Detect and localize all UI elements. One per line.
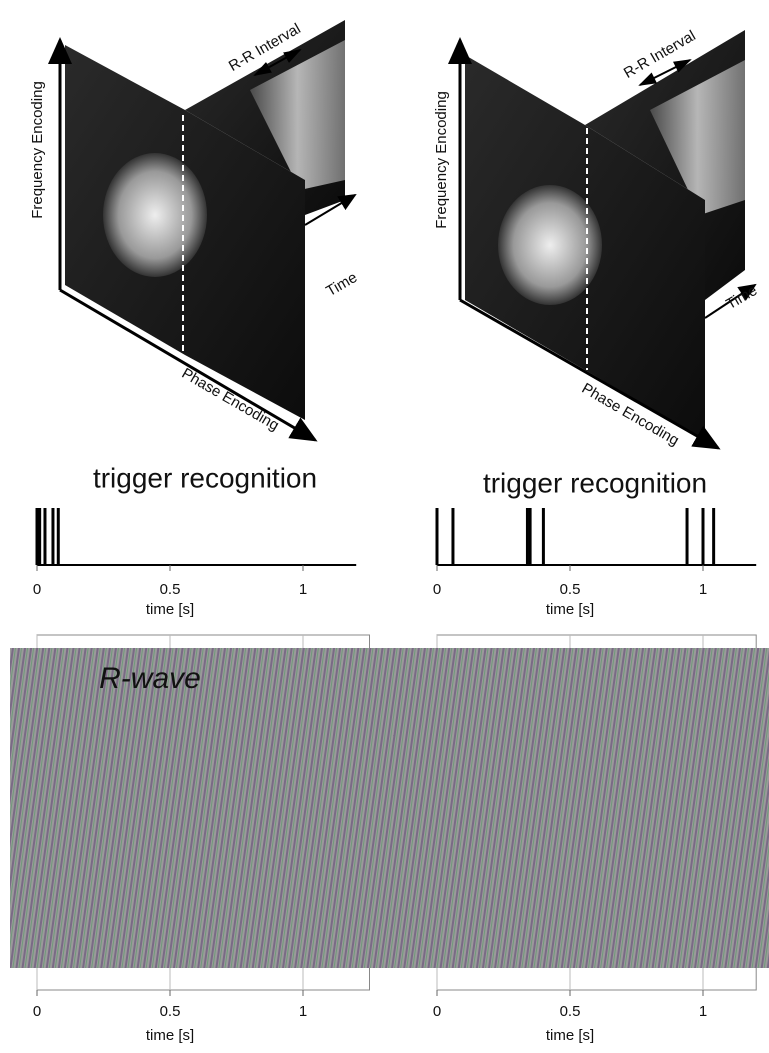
axis-label: Frequency Encoding xyxy=(29,81,46,219)
x-axis-label: time [s] xyxy=(146,601,194,618)
x-tick-label: 0.5 xyxy=(160,581,181,598)
axis-label: Time xyxy=(323,269,360,300)
x-tick-label: 1 xyxy=(299,581,307,598)
charts: trigger recognition 0 0.5 1 time [s] trigger … xyxy=(10,462,769,1044)
mri-left: Frequency Encoding R-R Interval Time Pha… xyxy=(29,20,360,442)
x-tick-label: 0.5 xyxy=(560,581,581,598)
chart-title: trigger recognition xyxy=(483,467,707,498)
x-tick-label: 0.5 xyxy=(160,1003,181,1020)
chart-title: trigger recognition xyxy=(93,462,317,493)
x-axis-label: time [s] xyxy=(546,1027,594,1044)
x-axis-label: time [s] xyxy=(146,1027,194,1044)
mri-right: Frequency Encoding R-R Interval Time Pha… xyxy=(433,27,760,450)
x-tick-label: 1 xyxy=(299,1003,307,1020)
x-tick-label: 1 xyxy=(699,581,707,598)
x-tick-label: 0 xyxy=(33,581,41,598)
axis-label: Time xyxy=(723,282,760,313)
x-tick-label: 0 xyxy=(33,1003,41,1020)
x-axis-label: time [s] xyxy=(546,601,594,618)
x-tick-label: 1 xyxy=(699,1003,707,1020)
x-tick-label: 0 xyxy=(433,581,441,598)
axis-label: Frequency Encoding xyxy=(433,91,450,229)
annotation: R-wave xyxy=(99,662,201,695)
garbled-overlay xyxy=(10,648,769,968)
x-tick-label: 0 xyxy=(433,1003,441,1020)
x-tick-label: 0.5 xyxy=(560,1003,581,1020)
